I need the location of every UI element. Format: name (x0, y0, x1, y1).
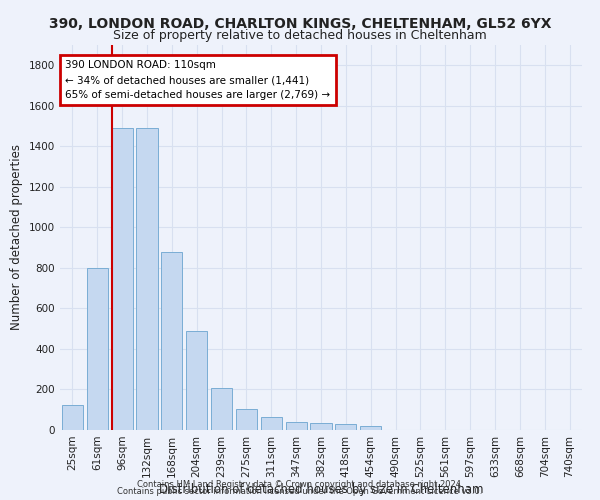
Bar (286, 422, 307, 430)
Bar (136, 128, 158, 430)
Text: Size of property relative to detached houses in Cheltenham: Size of property relative to detached ho… (113, 29, 487, 42)
Bar (211, 388, 232, 430)
X-axis label: Distribution of detached houses by size in Cheltenham: Distribution of detached houses by size … (159, 482, 483, 496)
Text: Contains public sector information licensed under the Open Government Licence v3: Contains public sector information licen… (118, 487, 482, 496)
Text: Contains HM Land Registry data © Crown copyright and database right 2024.: Contains HM Land Registry data © Crown c… (137, 480, 463, 489)
Text: 390, LONDON ROAD, CHARLTON KINGS, CHELTENHAM, GL52 6YX: 390, LONDON ROAD, CHARLTON KINGS, CHELTE… (49, 18, 551, 32)
Bar (186, 330, 207, 430)
Bar (261, 417, 282, 430)
Bar (161, 252, 182, 430)
Bar (112, 128, 133, 430)
Bar (62, 404, 83, 430)
Bar (87, 268, 108, 430)
Text: 390 LONDON ROAD: 110sqm
← 34% of detached houses are smaller (1,441)
65% of semi: 390 LONDON ROAD: 110sqm ← 34% of detache… (65, 60, 331, 100)
Y-axis label: Number of detached properties: Number of detached properties (10, 144, 23, 330)
Bar (310, 423, 332, 430)
Bar (335, 424, 356, 430)
Bar (360, 426, 381, 430)
Bar (236, 408, 257, 430)
